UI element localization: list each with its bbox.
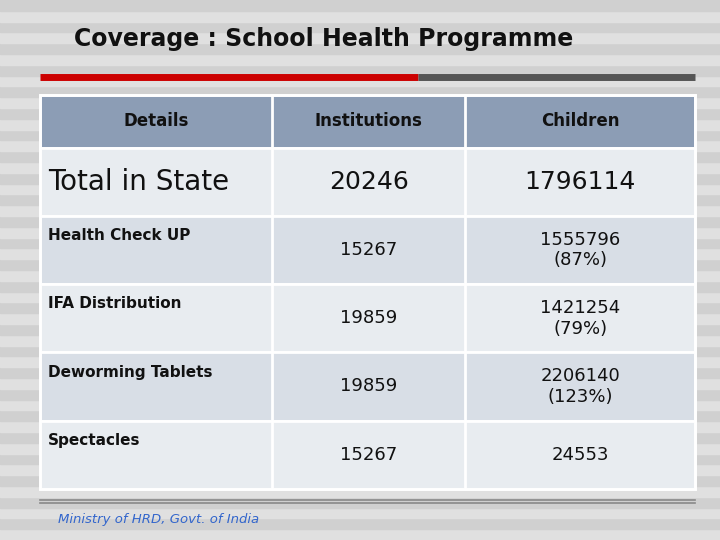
Bar: [0, 0, 720, 11]
Bar: [0, 281, 720, 292]
Text: Details: Details: [123, 112, 189, 130]
Text: Coverage : School Health Programme: Coverage : School Health Programme: [74, 27, 574, 51]
FancyBboxPatch shape: [40, 421, 695, 489]
Text: 2206140
(123%): 2206140 (123%): [540, 367, 620, 406]
Bar: [0, 454, 720, 464]
Bar: [0, 32, 720, 43]
Text: 15267: 15267: [341, 241, 397, 259]
Bar: [0, 486, 720, 497]
Bar: [0, 205, 720, 216]
Bar: [0, 151, 720, 162]
Bar: [0, 22, 720, 32]
Bar: [0, 227, 720, 238]
Bar: [0, 130, 720, 140]
Bar: [0, 508, 720, 518]
Text: Health Check UP: Health Check UP: [48, 228, 191, 243]
Bar: [0, 216, 720, 227]
Bar: [0, 11, 720, 22]
Bar: [0, 119, 720, 130]
FancyBboxPatch shape: [40, 216, 695, 284]
Text: Total in State: Total in State: [48, 168, 230, 196]
Bar: [0, 443, 720, 454]
Bar: [0, 432, 720, 443]
Bar: [0, 400, 720, 410]
Bar: [0, 65, 720, 76]
Bar: [0, 238, 720, 248]
Bar: [0, 173, 720, 184]
Bar: [0, 335, 720, 346]
Bar: [0, 162, 720, 173]
Bar: [0, 184, 720, 194]
Text: IFA Distribution: IFA Distribution: [48, 296, 181, 312]
Text: 19859: 19859: [341, 309, 397, 327]
Bar: [0, 356, 720, 367]
Bar: [0, 464, 720, 475]
Bar: [0, 324, 720, 335]
Bar: [0, 529, 720, 540]
Bar: [0, 497, 720, 508]
Text: Spectacles: Spectacles: [48, 433, 140, 448]
Bar: [0, 410, 720, 421]
Text: Children: Children: [541, 112, 619, 130]
FancyBboxPatch shape: [40, 148, 695, 216]
Text: 24553: 24553: [552, 446, 609, 464]
Text: 19859: 19859: [341, 377, 397, 395]
Bar: [0, 389, 720, 400]
Text: 1796114: 1796114: [524, 170, 636, 194]
FancyBboxPatch shape: [40, 284, 695, 352]
Text: Deworming Tablets: Deworming Tablets: [48, 364, 212, 380]
Bar: [0, 367, 720, 378]
FancyBboxPatch shape: [40, 94, 695, 148]
Bar: [0, 140, 720, 151]
Text: 1555796
(87%): 1555796 (87%): [540, 231, 620, 269]
Bar: [0, 108, 720, 119]
Text: 1421254
(79%): 1421254 (79%): [540, 299, 620, 338]
Bar: [0, 313, 720, 324]
Bar: [0, 518, 720, 529]
Bar: [0, 86, 720, 97]
Bar: [0, 302, 720, 313]
Bar: [0, 54, 720, 65]
Bar: [0, 270, 720, 281]
Text: Institutions: Institutions: [315, 112, 423, 130]
Text: 20246: 20246: [329, 170, 409, 194]
Bar: [0, 292, 720, 302]
Bar: [0, 43, 720, 54]
Bar: [0, 97, 720, 108]
Text: 15267: 15267: [341, 446, 397, 464]
Bar: [0, 248, 720, 259]
Bar: [0, 259, 720, 270]
Text: Ministry of HRD, Govt. of India: Ministry of HRD, Govt. of India: [58, 513, 258, 526]
Bar: [0, 346, 720, 356]
Bar: [0, 194, 720, 205]
Bar: [0, 421, 720, 432]
FancyBboxPatch shape: [40, 352, 695, 421]
Bar: [0, 378, 720, 389]
Bar: [0, 475, 720, 486]
Bar: [0, 76, 720, 86]
